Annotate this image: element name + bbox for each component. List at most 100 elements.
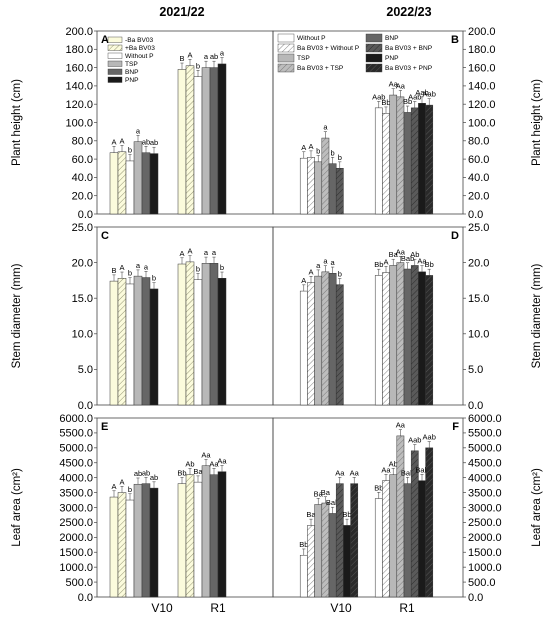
legend-label: TSP [297, 55, 310, 62]
bar-e-r1 [217, 471, 227, 598]
significance-letter: Aa [335, 468, 345, 477]
significance-letter: Bb [403, 97, 412, 106]
significance-letter: Bab [401, 254, 414, 263]
bar-b-r1 [410, 107, 419, 215]
bar-f-v10 [314, 504, 323, 598]
bar-c-v10 [125, 283, 135, 406]
legend-label: PNP [125, 77, 139, 84]
bar-f-v10 [321, 502, 330, 598]
bar-a-v10 [125, 160, 135, 215]
significance-letter: Bb [425, 260, 434, 269]
y-tick-label: 160.0 [65, 62, 93, 74]
y-tick-label: 80.0 [468, 136, 489, 148]
bar-c-r1 [201, 263, 211, 406]
panel-d: 0.0 5.0 10.0 15.0 20.0 25.0 Stem diameter (mm)… [272, 222, 543, 412]
bar-f-v10 [350, 483, 359, 598]
significance-letter: Aa [217, 456, 227, 465]
bar-a-v10 [117, 151, 127, 215]
bar-f-r1 [382, 480, 390, 598]
significance-letter: a [136, 261, 141, 270]
y-tick-label: 2000.0 [59, 532, 93, 544]
significance-letter: a [144, 262, 149, 271]
y-tick-label: 3000.0 [59, 502, 93, 514]
y-tick-label: 2500.0 [468, 517, 502, 529]
significance-letter: a [323, 123, 328, 132]
legend-label: Ba BV03 + TSP [297, 65, 344, 72]
significance-letter: a [220, 49, 225, 58]
significance-letter: B [179, 54, 184, 63]
legend-2022: Without P Ba BV03 + Without P TSP Ba BV03 +… [277, 33, 433, 73]
legend-label: -Ba BV03 [125, 37, 154, 44]
legend-swatch [107, 44, 123, 51]
y-tick-label: 5.0 [468, 364, 483, 376]
x-category-r1-left: R1 [210, 601, 226, 615]
y-tick-label: 4500.0 [468, 458, 502, 470]
y-tick-label: 5000.0 [468, 443, 502, 455]
significance-letter: Ba [193, 467, 203, 476]
y-tick-label: 3500.0 [468, 487, 502, 499]
bar-c-v10 [109, 280, 119, 406]
y-tick-label: 15.0 [72, 293, 93, 305]
bar-c-v10 [141, 277, 151, 406]
y-tick-label: 40.0 [468, 172, 489, 184]
y-tick-label: 5.0 [78, 364, 93, 376]
bar-c-v10 [149, 288, 159, 406]
bar-f-v10 [307, 525, 315, 598]
bar-b-v10 [321, 137, 330, 215]
bar-a-r1 [185, 65, 195, 215]
significance-letter: b [128, 269, 132, 278]
significance-letter: Bb [177, 468, 186, 477]
y-tick-label: 0.0 [78, 209, 93, 221]
bar-e-v10 [109, 496, 119, 598]
legend-swatch [107, 68, 123, 75]
y-tick-label: 140.0 [468, 81, 496, 93]
y-tick-label: 4500.0 [59, 458, 93, 470]
significance-letter: Aab [415, 88, 428, 97]
y-tick-label: 0.0 [78, 400, 93, 412]
bar-e-v10 [133, 483, 143, 598]
bar-b-r1 [418, 103, 426, 215]
significance-letter: ab [142, 137, 150, 146]
legend-swatch [107, 60, 123, 67]
significance-letter: b [128, 485, 132, 494]
bar-d-v10 [328, 273, 337, 406]
bar-b-r1 [382, 113, 390, 215]
y-tick-label: 15.0 [468, 293, 489, 305]
bar-d-r1 [389, 265, 398, 406]
significance-letter: Bb [374, 483, 383, 492]
significance-letter: A [308, 142, 313, 151]
significance-letter: B [111, 266, 116, 275]
bar-c-v10 [133, 275, 143, 406]
significance-letter: a [316, 261, 321, 270]
x-category-r1-right: R1 [399, 601, 415, 615]
bar-d-v10 [307, 282, 315, 406]
bar-d-r1 [403, 268, 412, 406]
panel-letter: E [101, 421, 108, 433]
y-tick-label: 60.0 [72, 154, 93, 166]
significance-letter: Bb [342, 510, 351, 519]
y-tick-label: 500.0 [468, 577, 496, 589]
bar-f-v10 [335, 483, 344, 598]
significance-letter: Aa [417, 257, 427, 266]
bar-b-r1 [396, 96, 405, 215]
bar-c-r1 [177, 263, 187, 406]
panel-c: 0.0 5.0 10.0 15.0 20.0 25.0 Stem diameter (mm)… [11, 222, 274, 412]
panel-f: 0.0 500.0 1000.0 1500.0 2000.0 2500.0 3000.0 35… [272, 413, 543, 604]
panel-frame [272, 226, 464, 406]
bar-e-r1 [193, 481, 203, 598]
significance-letter: Bab [326, 498, 339, 507]
legend-swatch [365, 33, 383, 43]
y-axis-label: Plant height (cm) [11, 79, 23, 166]
significance-letter: b [331, 148, 335, 157]
bar-e-v10 [117, 492, 127, 598]
significance-letter: A [119, 136, 124, 145]
bar-f-r1 [403, 483, 412, 598]
bar-f-r1 [374, 498, 383, 598]
significance-letter: b [220, 263, 224, 272]
bar-a-v10 [133, 141, 143, 215]
y-tick-label: 4000.0 [468, 472, 502, 484]
significance-letter: A [119, 477, 124, 486]
y-tick-label: 3000.0 [468, 502, 502, 514]
significance-letter: Bb [381, 98, 390, 107]
legend-label: Without P [125, 53, 154, 60]
